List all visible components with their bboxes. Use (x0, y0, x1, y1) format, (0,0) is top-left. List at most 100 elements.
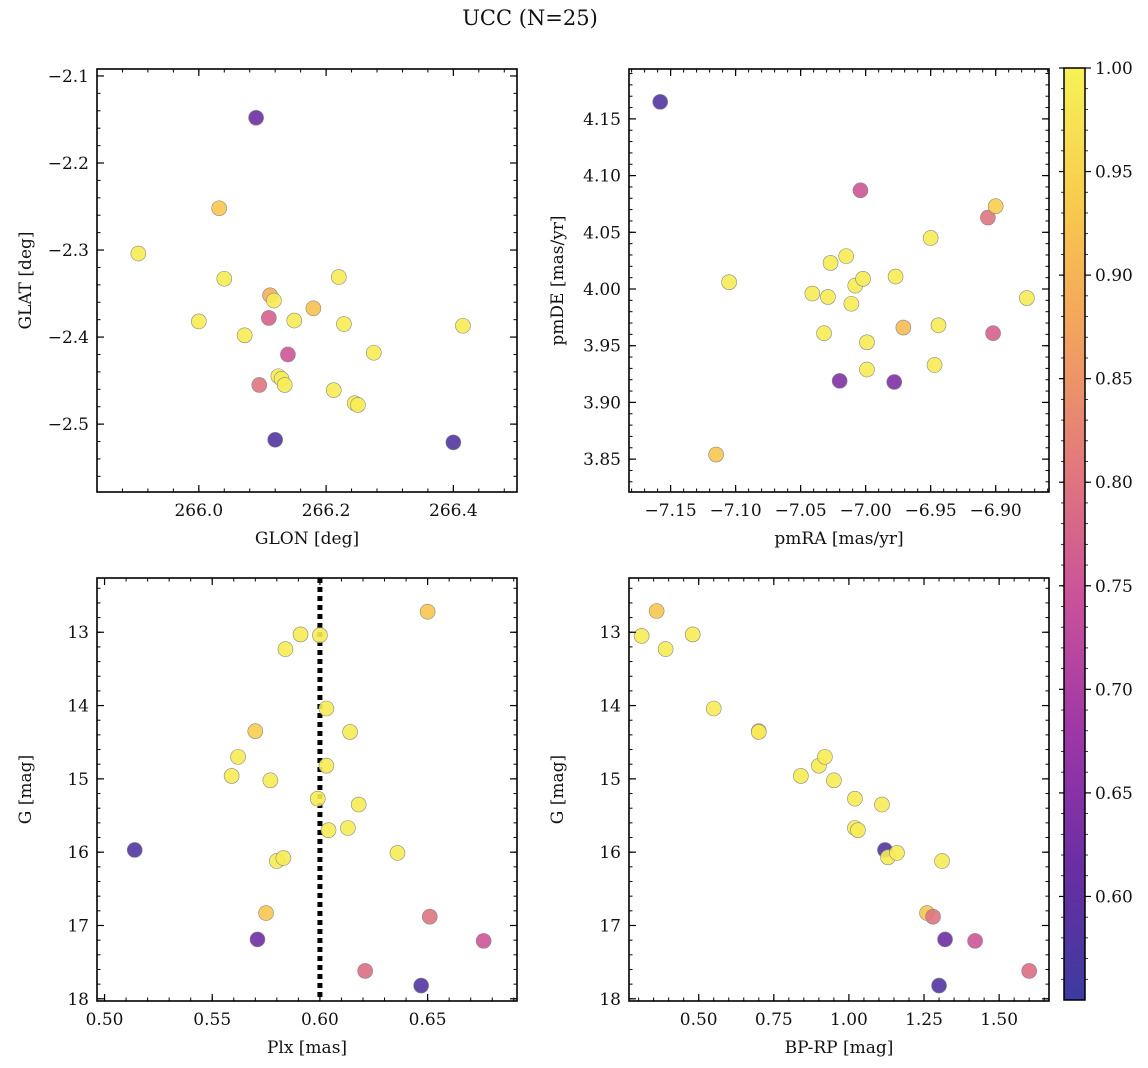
data-point (455, 317, 471, 334)
data-point (859, 361, 875, 378)
y-axis-label: pmDE [mas/yr] (548, 215, 568, 345)
data-point (985, 325, 1001, 342)
data-point (648, 603, 665, 619)
data-point (1021, 963, 1037, 979)
data-point (350, 397, 366, 413)
data-point (318, 700, 335, 717)
colorbar-tick-label: 0.95 (1095, 163, 1133, 183)
data-point (277, 641, 294, 657)
data-point (855, 270, 871, 287)
data-point (886, 374, 903, 390)
data-point (684, 626, 701, 643)
colorbar-tick-label: 0.85 (1095, 370, 1133, 390)
data-point (817, 749, 833, 765)
data-point (216, 270, 233, 287)
x-tick-label: 0.50 (680, 1010, 718, 1030)
data-point (967, 933, 983, 949)
x-axis-label: pmRA [mas/yr] (774, 529, 903, 549)
data-point (843, 295, 860, 312)
y-tick-label: 4.00 (583, 280, 621, 300)
data-point (305, 300, 322, 317)
data-point (838, 248, 854, 264)
data-point (930, 317, 947, 334)
data-point (342, 724, 358, 740)
data-point (249, 931, 266, 948)
colorbar-tick-label: 0.80 (1095, 473, 1133, 493)
data-point (657, 641, 674, 657)
data-point (750, 724, 767, 740)
scatter-points (126, 603, 492, 994)
colorbar-tick-label: 0.90 (1095, 266, 1133, 286)
x-tick-label: −7.15 (645, 501, 697, 521)
y-tick-label: 16 (67, 843, 89, 863)
y-tick-label: 17 (599, 916, 621, 936)
panel-plx-g: 0.50 0.55 0.60 0.65 13 14 15 16 17 18 Plx [mas] G [… (16, 577, 518, 1058)
data-point (340, 820, 356, 836)
data-point (987, 198, 1004, 215)
axes-frame (96, 68, 518, 493)
data-point (262, 772, 279, 789)
data-point (251, 377, 268, 393)
data-point (336, 316, 352, 332)
data-point (859, 334, 875, 351)
x-tick-label: −6.90 (970, 501, 1022, 521)
data-point (831, 373, 848, 389)
data-point (236, 327, 253, 344)
data-point (822, 255, 839, 271)
data-point (266, 292, 282, 309)
colorbar-gradient (1064, 68, 1085, 1000)
colorbar-tick-label: 1.00 (1095, 59, 1133, 79)
y-axis-label: GLAT [deg] (16, 231, 36, 329)
data-point (847, 790, 863, 807)
data-point (652, 94, 669, 110)
y-tick-label: 18 (599, 990, 621, 1010)
data-point (267, 431, 283, 448)
data-point (895, 319, 912, 336)
x-tick-label: −7.05 (775, 501, 827, 521)
data-point (934, 853, 950, 869)
x-tick-label: 0.55 (193, 1010, 231, 1030)
y-axis-label: G [mag] (16, 755, 36, 824)
x-tick-label: −7.00 (840, 501, 892, 521)
y-tick-label: 18 (67, 990, 89, 1010)
x-axis-label: BP-RP [mag] (785, 1038, 894, 1058)
scatter-points (652, 94, 1035, 463)
colorbar-tick-label: 0.60 (1095, 887, 1133, 907)
data-point (126, 842, 143, 858)
colorbar: 0.60 0.65 0.70 0.75 0.80 0.85 0.90 0.95 1.00 (1059, 59, 1133, 1001)
data-point (1019, 290, 1035, 306)
y-tick-label: 4.05 (583, 223, 621, 243)
axes-frame (628, 68, 1050, 493)
data-point (389, 845, 406, 861)
data-point (852, 182, 869, 199)
y-tick-label: −2.2 (48, 154, 89, 174)
data-point (931, 977, 947, 994)
y-axis-label: G [mag] (548, 755, 568, 824)
data-point (413, 977, 429, 994)
data-point (980, 209, 996, 226)
x-tick-label: −6.95 (905, 501, 957, 521)
data-point (889, 845, 905, 861)
y-tick-label: 3.95 (583, 337, 621, 357)
y-tick-label: 17 (67, 916, 89, 936)
x-axis-label: Plx [mas] (267, 1038, 347, 1058)
scatter-points (633, 603, 1037, 994)
x-tick-label: 1.50 (980, 1010, 1018, 1030)
data-point (826, 772, 842, 789)
data-point (445, 434, 462, 451)
x-tick-label: 0.75 (755, 1010, 793, 1030)
y-tick-label: 15 (599, 770, 621, 790)
colorbar-frame (1063, 67, 1086, 1001)
panel-glon-glat: 266.0 266.2 266.4 −2.5 −2.4 −2.3 −2.2 −2.1 GLON … (16, 67, 518, 549)
data-point (223, 768, 240, 784)
x-tick-label: 1.00 (830, 1010, 868, 1030)
colorbar-tick-label: 0.75 (1095, 577, 1133, 597)
data-point (276, 377, 293, 393)
data-point (925, 908, 941, 925)
y-tick-label: 15 (67, 770, 89, 790)
data-point (286, 312, 303, 329)
data-point (318, 757, 335, 774)
y-tick-label: 14 (67, 697, 89, 717)
axes-frame (628, 577, 1050, 1002)
data-point (475, 933, 492, 949)
